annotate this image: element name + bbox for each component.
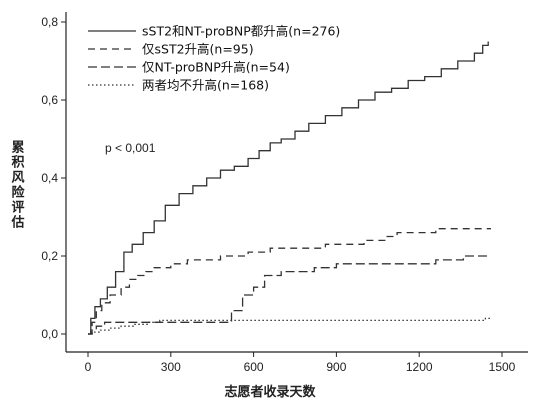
y-axis-title-char: 风 [11, 171, 24, 186]
x-tick-label: 1500 [489, 360, 516, 374]
y-tick-label: 0,4 [41, 171, 58, 185]
legend-label: 仅NT-proBNP升高(n=54) [142, 60, 290, 75]
series-line-1 [88, 41, 489, 335]
y-axis-title-char: 估 [10, 215, 24, 231]
series-group [88, 41, 491, 335]
series-line-4 [88, 317, 491, 335]
y-tick-label: 0,8 [41, 15, 58, 29]
series-line-2 [88, 228, 491, 335]
legend-label: 仅sST2升高(n=95) [142, 42, 254, 57]
y-tick-label: 0,0 [41, 327, 58, 341]
legend: sST2和NT-proBNP都升高(n=276) 仅sST2升高(n=95) 仅NT… [88, 24, 340, 93]
y-axis-title-char: 积 [11, 155, 24, 171]
legend-label: 两者均不升高(n=168) [142, 78, 269, 93]
x-tick-label: 600 [244, 360, 264, 374]
legend-label: sST2和NT-proBNP都升高(n=276) [142, 24, 340, 39]
x-tick-label: 1200 [406, 360, 433, 374]
axes: 0,0 0,2 0,4 0,6 0,8 0 300 600 900 1200 1500 [41, 12, 528, 374]
y-axis-title-char: 累 [11, 140, 24, 156]
series-line-3 [88, 255, 491, 335]
y-tick-label: 0,2 [41, 249, 58, 263]
x-tick-label: 0 [85, 360, 92, 374]
x-axis-title: 志愿者收录天数 [224, 384, 316, 400]
p-value-annotation: p < 0,001 [105, 141, 156, 155]
y-tick-label: 0,6 [41, 93, 58, 107]
y-axis-title-char: 险 [11, 185, 25, 201]
x-tick-label: 300 [161, 360, 181, 374]
y-axis-title: 累积风险评估 [10, 140, 25, 231]
x-tick-label: 900 [326, 360, 346, 374]
y-axis-title-char: 评 [11, 201, 24, 216]
